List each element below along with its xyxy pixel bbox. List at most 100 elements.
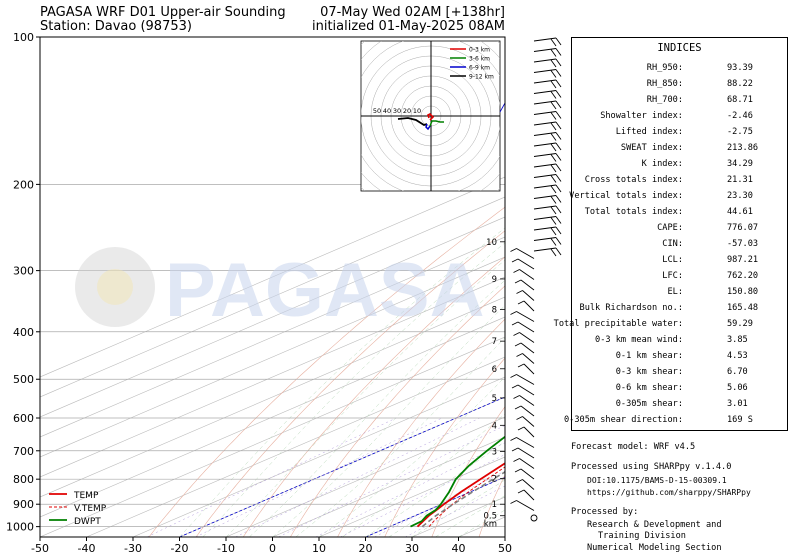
wind-barb-staff bbox=[533, 216, 557, 220]
wind-barb bbox=[513, 395, 535, 406]
isotherm-line bbox=[132, 376, 505, 537]
wind-barb-staff bbox=[516, 437, 535, 448]
y-tick-label: 400 bbox=[13, 326, 34, 339]
wind-barb-staff bbox=[533, 184, 557, 189]
wind-barb-flag bbox=[555, 37, 562, 46]
hodograph-ring-label: 40 bbox=[383, 107, 391, 115]
x-tick-label: 50 bbox=[498, 542, 512, 555]
watermark-logo-center bbox=[97, 269, 133, 305]
wind-barb-flag bbox=[516, 479, 523, 483]
moist-adiabat bbox=[342, 413, 505, 537]
indices-row: LFC: 762.20 bbox=[572, 271, 787, 285]
wind-barb-flag bbox=[555, 48, 562, 56]
wind-barb-flag bbox=[550, 38, 557, 47]
height-unit-label: km bbox=[484, 519, 497, 529]
indices-row-value: 169 S bbox=[727, 415, 753, 425]
wind-barb bbox=[516, 416, 535, 427]
wind-barb-staff bbox=[519, 395, 535, 406]
isotherm-line bbox=[272, 436, 505, 537]
x-tick-label: 0 bbox=[269, 542, 276, 555]
dry-adiabat bbox=[148, 206, 505, 537]
dry-adiabat bbox=[478, 474, 505, 537]
indices-row: SWEAT index: 213.86 bbox=[572, 143, 787, 157]
indices-row: 0-305m shear direction: 169 S bbox=[564, 415, 787, 429]
wind-barb bbox=[510, 374, 535, 385]
title-left-line1: PAGASA WRF D01 Upper-air Sounding bbox=[40, 5, 286, 20]
doi-text: DOI:10.1175/BAMS-D-15-00309.1 bbox=[587, 476, 727, 485]
org-line-2: Training Division bbox=[598, 531, 686, 541]
indices-row-label: Vertical totals index: bbox=[569, 191, 683, 201]
indices-row-label: Showalter index: bbox=[600, 111, 683, 121]
moist-adiabat bbox=[179, 227, 505, 537]
wind-barb-flag bbox=[550, 217, 557, 225]
height-tick-label: 2 bbox=[492, 475, 497, 485]
wind-barb-flag bbox=[550, 112, 557, 120]
wind-barb-flag bbox=[513, 458, 520, 462]
watermark-text: PAGASA bbox=[165, 248, 485, 333]
isotherm-line bbox=[40, 256, 505, 458]
height-tick-label: 1 bbox=[492, 500, 497, 510]
wind-barb-flag bbox=[513, 395, 520, 399]
y-tick-label: 600 bbox=[13, 412, 34, 425]
moist-adiabat bbox=[225, 259, 505, 537]
indices-row-value: 23.30 bbox=[727, 191, 753, 201]
hodograph-legend-label: 6-9 km bbox=[469, 65, 490, 72]
wind-barb-staff bbox=[533, 205, 557, 210]
hodograph-ring-label: 50 bbox=[373, 107, 381, 115]
legend-label: DWPT bbox=[74, 517, 101, 527]
wind-barb-staff bbox=[517, 258, 535, 270]
indices-row-label: K index: bbox=[641, 159, 683, 169]
mixing-ratio-line bbox=[315, 442, 505, 537]
wind-barb bbox=[510, 248, 535, 259]
title-right-line1: 07-May Wed 02AM [+138hr] bbox=[320, 5, 505, 20]
indices-title: INDICES bbox=[657, 42, 702, 54]
x-tick-label: -40 bbox=[78, 542, 96, 555]
x-tick-label: 20 bbox=[359, 542, 373, 555]
wind-barb-staff bbox=[533, 237, 557, 241]
wind-barb-flag bbox=[516, 416, 523, 420]
wind-barb-flag bbox=[550, 227, 557, 236]
wind-barb-staff bbox=[533, 90, 557, 94]
wind-barb-flag bbox=[517, 426, 525, 431]
isotherm-line bbox=[225, 416, 505, 537]
wind-barb-flag bbox=[517, 363, 525, 368]
wind-barb-staff bbox=[522, 353, 535, 364]
wind-barb-staff bbox=[520, 342, 535, 354]
wind-barb bbox=[511, 258, 535, 270]
indices-row: Total totals index: 44.61 bbox=[572, 207, 787, 221]
wind-barb bbox=[517, 300, 535, 312]
indices-row-value: 44.61 bbox=[727, 207, 753, 217]
legend-label: V.TEMP bbox=[74, 504, 107, 514]
url-text: https://github.com/sharppy/SHARPpy bbox=[587, 488, 751, 497]
wind-barb-flag bbox=[550, 59, 557, 68]
indices-row-value: 6.70 bbox=[727, 367, 748, 377]
wind-barb-flag bbox=[510, 500, 517, 504]
wind-barb bbox=[533, 174, 562, 183]
wind-barb-staff bbox=[533, 226, 557, 231]
height-tick-label: 5 bbox=[492, 394, 497, 404]
wind-barb bbox=[513, 458, 535, 469]
wind-barb bbox=[533, 79, 562, 89]
moist-adiabat bbox=[249, 279, 505, 537]
wind-barb bbox=[533, 100, 562, 110]
wind-barb-flag bbox=[555, 205, 562, 214]
wind-barb-flag bbox=[510, 311, 517, 315]
indices-row-value: -2.75 bbox=[727, 127, 753, 137]
wind-barb-flag bbox=[550, 175, 557, 183]
indices-row-value: 776.07 bbox=[727, 223, 759, 233]
isotherm-line bbox=[40, 176, 505, 378]
indices-row-label: CIN: bbox=[662, 239, 683, 249]
wind-barb-staff bbox=[533, 58, 557, 63]
wind-barb bbox=[533, 205, 562, 215]
wind-barb bbox=[533, 121, 562, 131]
wind-barb-staff bbox=[516, 374, 535, 385]
isotherm-line bbox=[40, 216, 505, 418]
indices-row-value: 5.06 bbox=[727, 383, 748, 393]
org-line-1: Research & Development and bbox=[587, 520, 722, 530]
wind-barb-flag bbox=[514, 405, 522, 410]
hodograph-trace-3-6km bbox=[429, 120, 444, 127]
wind-barb-flag bbox=[510, 248, 517, 252]
dry-adiabat bbox=[384, 357, 505, 537]
wind-barb-flag bbox=[511, 447, 519, 452]
